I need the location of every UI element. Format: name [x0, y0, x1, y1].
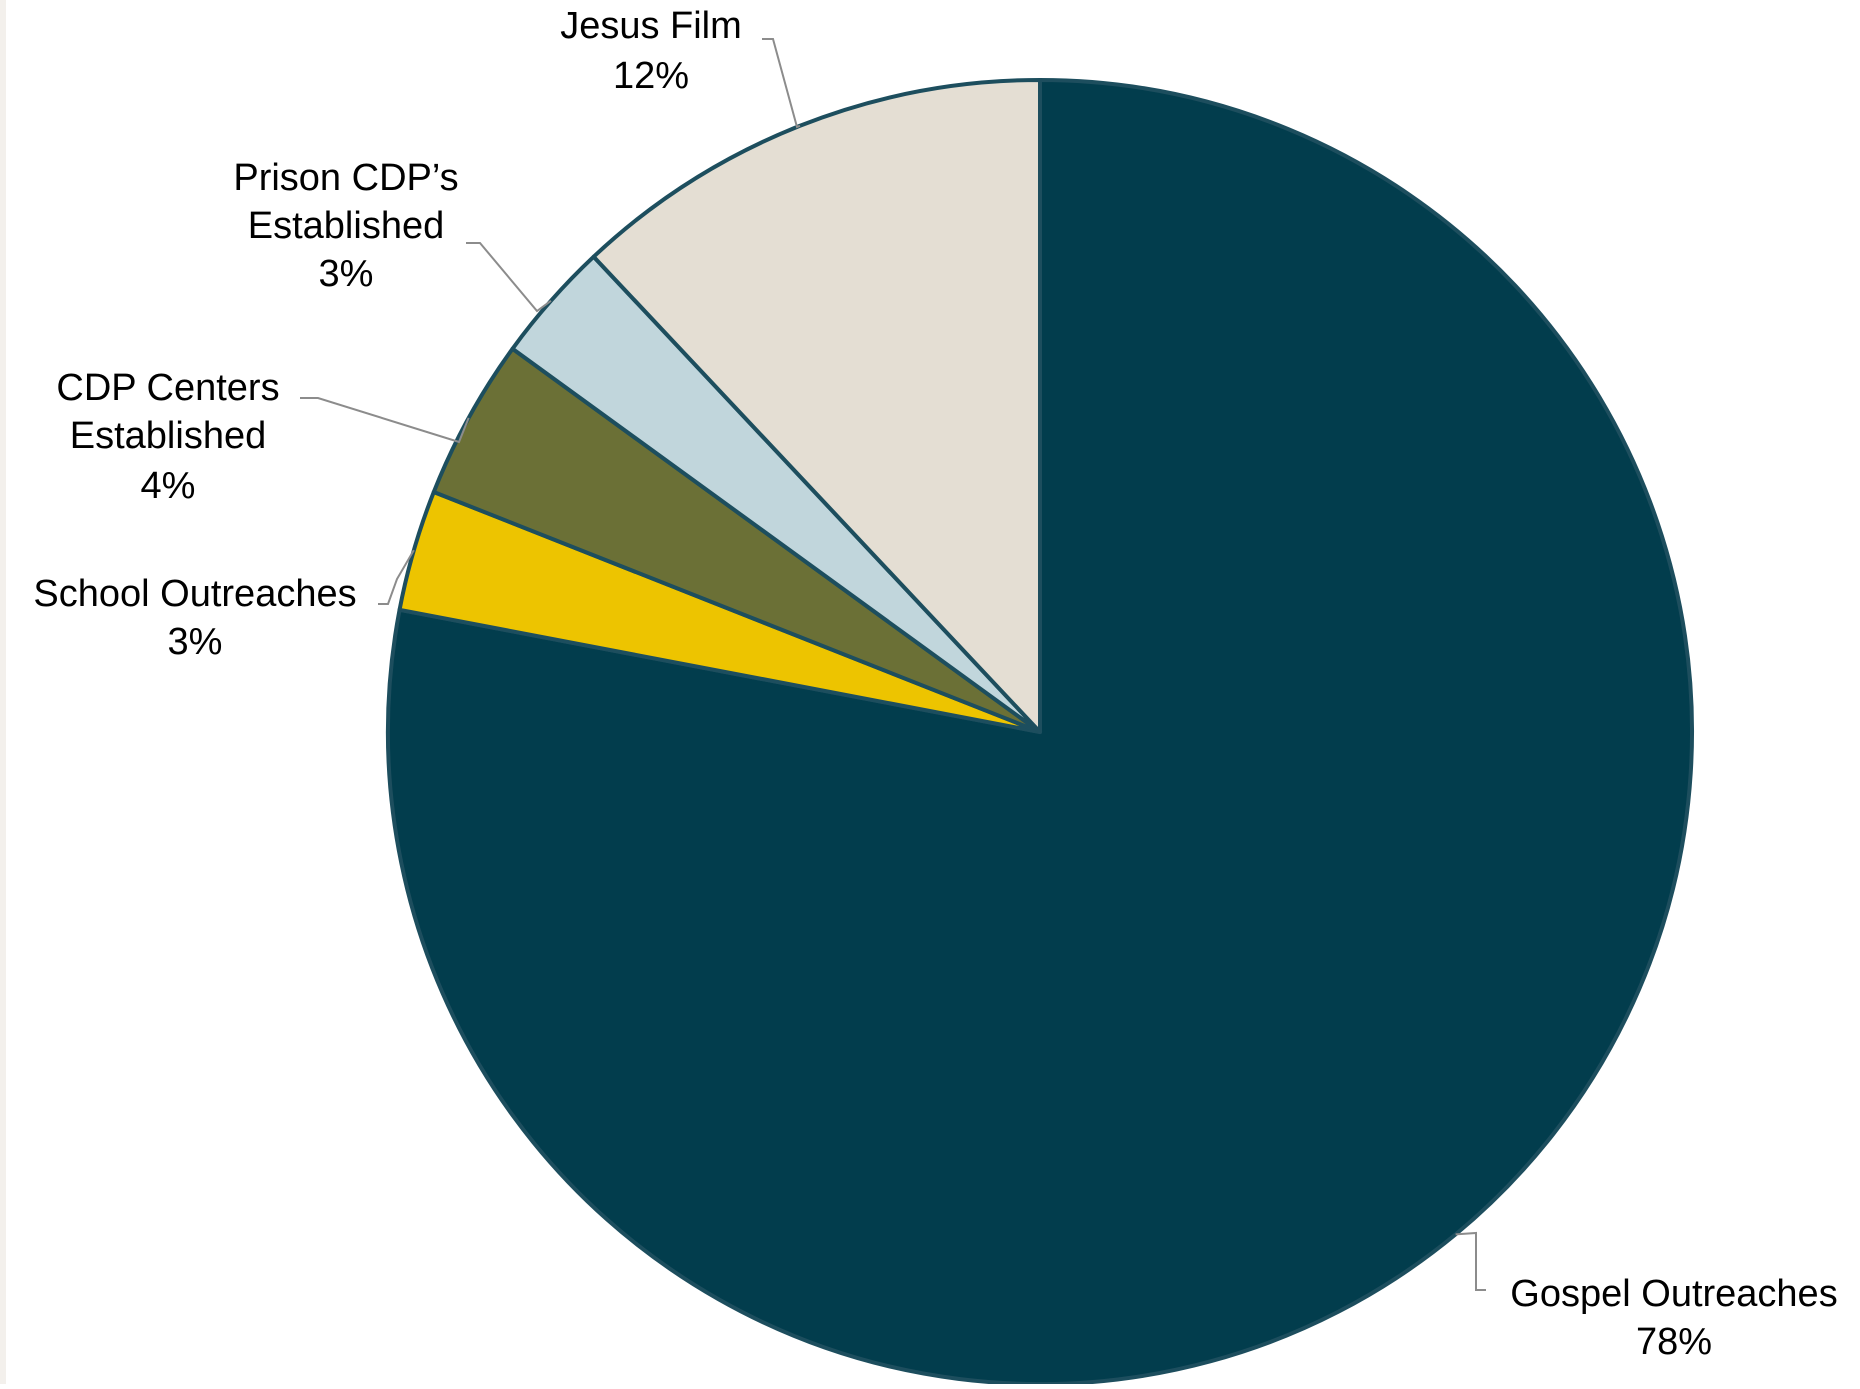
slice-value-cdp-centers-established: 4%: [141, 465, 196, 507]
leader-line-school-outreaches: [378, 549, 415, 605]
leader-line-gospel-outreaches: [1455, 1231, 1486, 1291]
slice-label-jesus-film: Jesus Film: [560, 5, 742, 47]
pie-slice-gospel-outreaches: [386, 78, 1694, 1386]
slice-value-gospel-outreaches: 78%: [1636, 1321, 1712, 1363]
left-border-strip: [0, 0, 6, 1384]
slice-label-cdp-centers-established: CDP Centers Established: [56, 367, 279, 457]
slice-label-prison-cdp-s-established: Prison CDP’s Established: [233, 157, 458, 247]
slice-value-school-outreaches: 3%: [168, 621, 223, 663]
slice-label-school-outreaches: School Outreaches: [33, 573, 356, 615]
leader-line-prison-cdp-s-established: [466, 242, 552, 313]
leader-line-cdp-centers-established: [300, 397, 470, 444]
slice-label-gospel-outreaches: Gospel Outreaches: [1510, 1273, 1837, 1315]
slice-value-prison-cdp-s-established: 3%: [319, 253, 374, 295]
slice-value-jesus-film: 12%: [613, 55, 689, 97]
leader-line-jesus-film: [762, 38, 801, 129]
